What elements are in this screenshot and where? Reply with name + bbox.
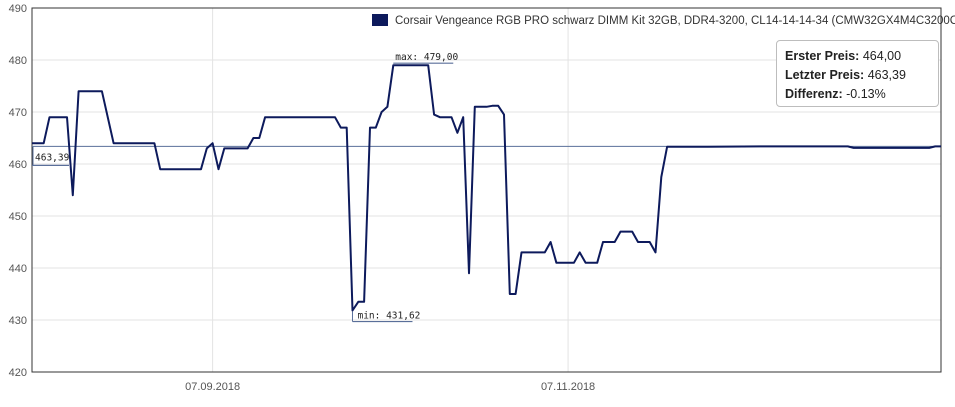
difference-row: Differenz: -0.13%	[785, 85, 930, 104]
difference-label: Differenz:	[785, 87, 843, 101]
price-summary-box: Erster Preis: 464,00 Letzter Preis: 463,…	[776, 40, 939, 107]
legend-label: Corsair Vengeance RGB PRO schwarz DIMM K…	[395, 15, 955, 27]
y-tick-label: 450	[9, 211, 27, 223]
y-tick-label: 420	[9, 367, 27, 379]
y-tick-label: 430	[9, 315, 27, 327]
price-series-line	[32, 64, 941, 312]
grid-lines	[32, 8, 941, 372]
annotation-label: min: 431,62	[357, 311, 420, 322]
y-tick-label: 490	[9, 3, 27, 15]
difference-value: -0.13%	[846, 87, 886, 101]
plot-frame	[31, 7, 942, 373]
y-axis-ticks: 420 430 440 450 460 470 480 490	[9, 3, 27, 379]
first-price-label: Erster Preis:	[785, 49, 860, 63]
x-tick-label: 07.11.2018	[541, 381, 595, 393]
last-price-label: Letzter Preis:	[785, 68, 865, 82]
first-price-row: Erster Preis: 464,00	[785, 47, 930, 66]
y-tick-label: 440	[9, 263, 27, 275]
legend-swatch	[372, 14, 388, 26]
y-tick-label: 460	[9, 159, 27, 171]
last-price-value: 463,39	[867, 68, 906, 82]
x-tick-label: 07.09.2018	[185, 381, 240, 393]
last-price-row: Letzter Preis: 463,39	[785, 66, 930, 85]
first-price-value: 464,00	[862, 49, 902, 63]
y-tick-label: 480	[9, 55, 27, 67]
chart-annotations: 463,39 max: 479,00 min: 431,62	[32, 52, 458, 323]
x-axis-ticks: 07.09.2018 07.11.2018	[185, 381, 595, 393]
y-tick-label: 470	[9, 107, 27, 119]
annotation-label: max: 479,00	[395, 52, 458, 63]
legend[interactable]: Corsair Vengeance RGB PRO schwarz DIMM K…	[372, 14, 955, 27]
annotation-label: 463,39	[35, 152, 70, 163]
